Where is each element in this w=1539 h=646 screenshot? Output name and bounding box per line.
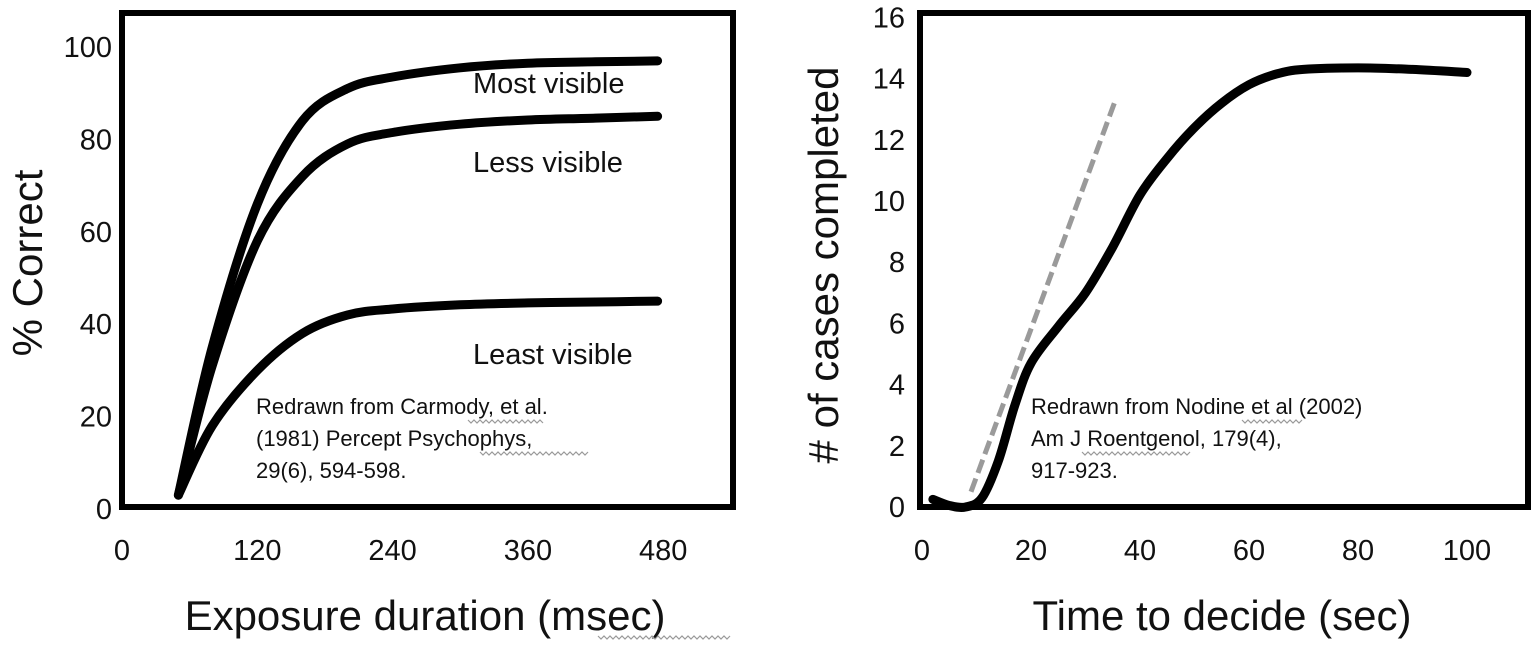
left-y-tick-label: 80 [80, 124, 112, 156]
left-series-less-visible [173, 111, 663, 500]
right-y-tick-label: 4 [889, 370, 905, 402]
right-x-tick-label: 20 [1015, 535, 1047, 567]
left-y-tick-label: 0 [96, 494, 112, 526]
right-y-tick-label: 16 [873, 2, 905, 34]
left-series-most-visible [173, 56, 663, 500]
right-note-line-3: 917-923. [1031, 458, 1118, 483]
left-x-tick-label: 480 [639, 535, 687, 567]
spellcheck-underline-msec [597, 635, 731, 640]
left-y-tick-label: 100 [64, 32, 112, 64]
left-x-ticks: 0 120 240 360 480 [114, 535, 687, 567]
left-y-axis-title: % Correct [4, 169, 51, 356]
left-x-tick-label: 360 [504, 535, 552, 567]
left-note-line-1: Redrawn from Carmody, et al. [256, 394, 548, 419]
right-y-axis-title: # of cases completed [800, 67, 847, 464]
right-x-tick-label: 40 [1124, 535, 1156, 567]
left-x-tick-label: 120 [233, 535, 281, 567]
right-plot-frame [917, 10, 1531, 510]
right-series-cases-completed [928, 63, 1472, 512]
left-series-group [173, 56, 663, 500]
left-x-axis-title: Exposure duration (msec) [185, 592, 666, 639]
left-y-ticks: 0 20 40 60 80 100 [64, 32, 112, 526]
left-series-least-visible [173, 296, 663, 500]
right-y-tick-label: 8 [889, 247, 905, 279]
right-x-tick-label: 60 [1233, 535, 1265, 567]
left-y-tick-label: 40 [80, 309, 112, 341]
left-plot-frame [119, 10, 736, 510]
right-y-tick-label: 14 [873, 64, 905, 96]
right-series-group [928, 63, 1472, 512]
right-y-ticks: 0 2 4 6 8 10 12 14 16 [873, 2, 905, 524]
left-y-tick-label: 60 [80, 217, 112, 249]
right-x-tick-label: 0 [914, 535, 930, 567]
spellcheck-underline-psychophys [479, 451, 589, 456]
right-y-tick-label: 6 [889, 308, 905, 340]
right-note-line-1: Redrawn from Nodine et al (2002) [1031, 394, 1362, 419]
label-most-visible: Most visible [473, 68, 625, 100]
right-x-tick-label: 100 [1443, 535, 1491, 567]
right-note-line-2: Am J Roentgenol, 179(4), [1031, 426, 1282, 451]
right-y-tick-label: 12 [873, 125, 905, 157]
spellcheck-underline-roentgenol [1081, 451, 1191, 456]
right-x-tick-label: 80 [1342, 535, 1374, 567]
left-note-line-2: (1981) Percept Psychophys, [256, 426, 532, 451]
right-x-axis-title: Time to decide (sec) [1033, 592, 1412, 639]
label-less-visible: Less visible [473, 147, 623, 179]
left-note-line-3: 29(6), 594-598. [256, 458, 406, 483]
label-least-visible: Least visible [473, 339, 633, 371]
spellcheck-underline-nodine [1241, 419, 1303, 424]
right-y-tick-label: 10 [873, 186, 905, 218]
left-x-tick-label: 240 [368, 535, 416, 567]
right-series-linear-trend [968, 99, 1118, 493]
right-y-tick-label: 0 [889, 492, 905, 524]
right-x-ticks: 0 20 40 60 80 100 [914, 535, 1491, 567]
right-chart: 0 2 4 6 8 10 12 14 16 0 20 40 60 80 100 Redrawn from … [800, 2, 1531, 639]
spellcheck-underline-carmody [467, 419, 544, 424]
left-x-tick-label: 0 [114, 535, 130, 567]
left-y-tick-label: 20 [80, 402, 112, 434]
right-y-tick-label: 2 [889, 431, 905, 463]
